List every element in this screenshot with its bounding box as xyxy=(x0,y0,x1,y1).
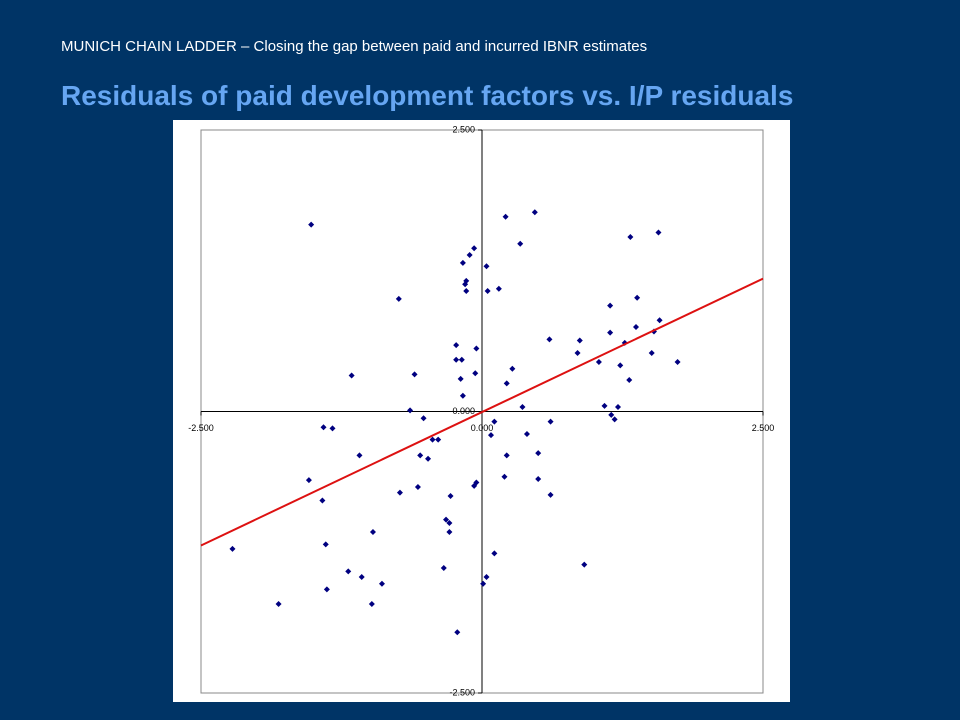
point xyxy=(462,281,469,288)
point xyxy=(547,491,554,498)
point xyxy=(395,295,402,302)
trend-line xyxy=(200,277,764,547)
point xyxy=(483,263,490,270)
point xyxy=(308,221,315,228)
point xyxy=(611,416,618,423)
header: MUNICH CHAIN LADDER – Closing the gap be… xyxy=(61,38,648,55)
point xyxy=(319,497,326,504)
chart: -2.500 0.000 2.500 -2.500 0.000 2.500 xyxy=(173,120,790,702)
point xyxy=(425,455,432,462)
point xyxy=(378,580,385,587)
point xyxy=(503,380,510,387)
point xyxy=(487,432,494,439)
point xyxy=(491,418,498,425)
point xyxy=(517,240,524,247)
point xyxy=(275,601,282,608)
y-tick-label: 2.500 xyxy=(452,124,475,134)
point xyxy=(459,392,466,399)
point xyxy=(576,337,583,344)
point xyxy=(503,452,510,459)
point xyxy=(453,356,460,363)
point xyxy=(348,372,355,379)
point xyxy=(411,371,418,378)
point xyxy=(329,425,336,432)
point xyxy=(473,345,480,352)
point xyxy=(632,324,639,331)
point xyxy=(595,358,602,365)
point xyxy=(305,477,312,484)
point xyxy=(417,452,424,459)
x-tick-label: 0.000 xyxy=(471,423,494,433)
point xyxy=(323,586,330,593)
point xyxy=(617,362,624,369)
point xyxy=(501,473,508,480)
point xyxy=(420,415,427,422)
point xyxy=(615,403,622,410)
point xyxy=(435,436,442,443)
point xyxy=(429,436,436,443)
point xyxy=(581,561,588,568)
point xyxy=(531,209,538,216)
point xyxy=(229,545,236,552)
point xyxy=(458,356,465,363)
point xyxy=(447,492,454,499)
point xyxy=(446,519,453,526)
point xyxy=(443,516,450,523)
point xyxy=(608,411,615,418)
point xyxy=(607,302,614,309)
point xyxy=(463,288,470,295)
point xyxy=(414,483,421,490)
point xyxy=(483,574,490,581)
point xyxy=(535,476,542,483)
point xyxy=(446,528,453,535)
point xyxy=(459,259,466,266)
point xyxy=(454,629,461,636)
x-tick-label: 2.500 xyxy=(752,423,775,433)
point xyxy=(407,407,414,414)
point xyxy=(472,370,479,377)
point xyxy=(457,375,464,382)
point xyxy=(491,550,498,557)
point xyxy=(466,251,473,258)
point xyxy=(519,403,526,410)
point xyxy=(356,452,363,459)
point xyxy=(656,317,663,324)
point xyxy=(626,376,633,383)
point xyxy=(440,565,447,572)
point xyxy=(674,358,681,365)
point xyxy=(648,349,655,356)
point xyxy=(396,489,403,496)
point xyxy=(546,336,553,343)
point xyxy=(495,285,502,292)
point xyxy=(471,245,478,252)
point xyxy=(574,349,581,356)
point xyxy=(453,342,460,349)
chart-title: Residuals of paid development factors vs… xyxy=(61,80,794,111)
point xyxy=(471,482,478,489)
point xyxy=(322,541,329,548)
point xyxy=(480,580,487,587)
point xyxy=(368,601,375,608)
point xyxy=(369,528,376,535)
point xyxy=(523,431,530,438)
point xyxy=(634,294,641,301)
point xyxy=(320,424,327,431)
point xyxy=(502,213,509,220)
point xyxy=(607,329,614,336)
y-tick-label: 0.000 xyxy=(452,406,475,416)
point xyxy=(484,288,491,295)
point xyxy=(358,574,365,581)
point xyxy=(535,450,542,457)
point xyxy=(345,568,352,575)
point xyxy=(547,418,554,425)
point xyxy=(655,229,662,236)
point xyxy=(509,365,516,372)
y-tick-label: -2.500 xyxy=(449,687,475,697)
point xyxy=(627,233,634,240)
x-tick-label: -2.500 xyxy=(188,423,214,433)
point xyxy=(601,402,608,409)
